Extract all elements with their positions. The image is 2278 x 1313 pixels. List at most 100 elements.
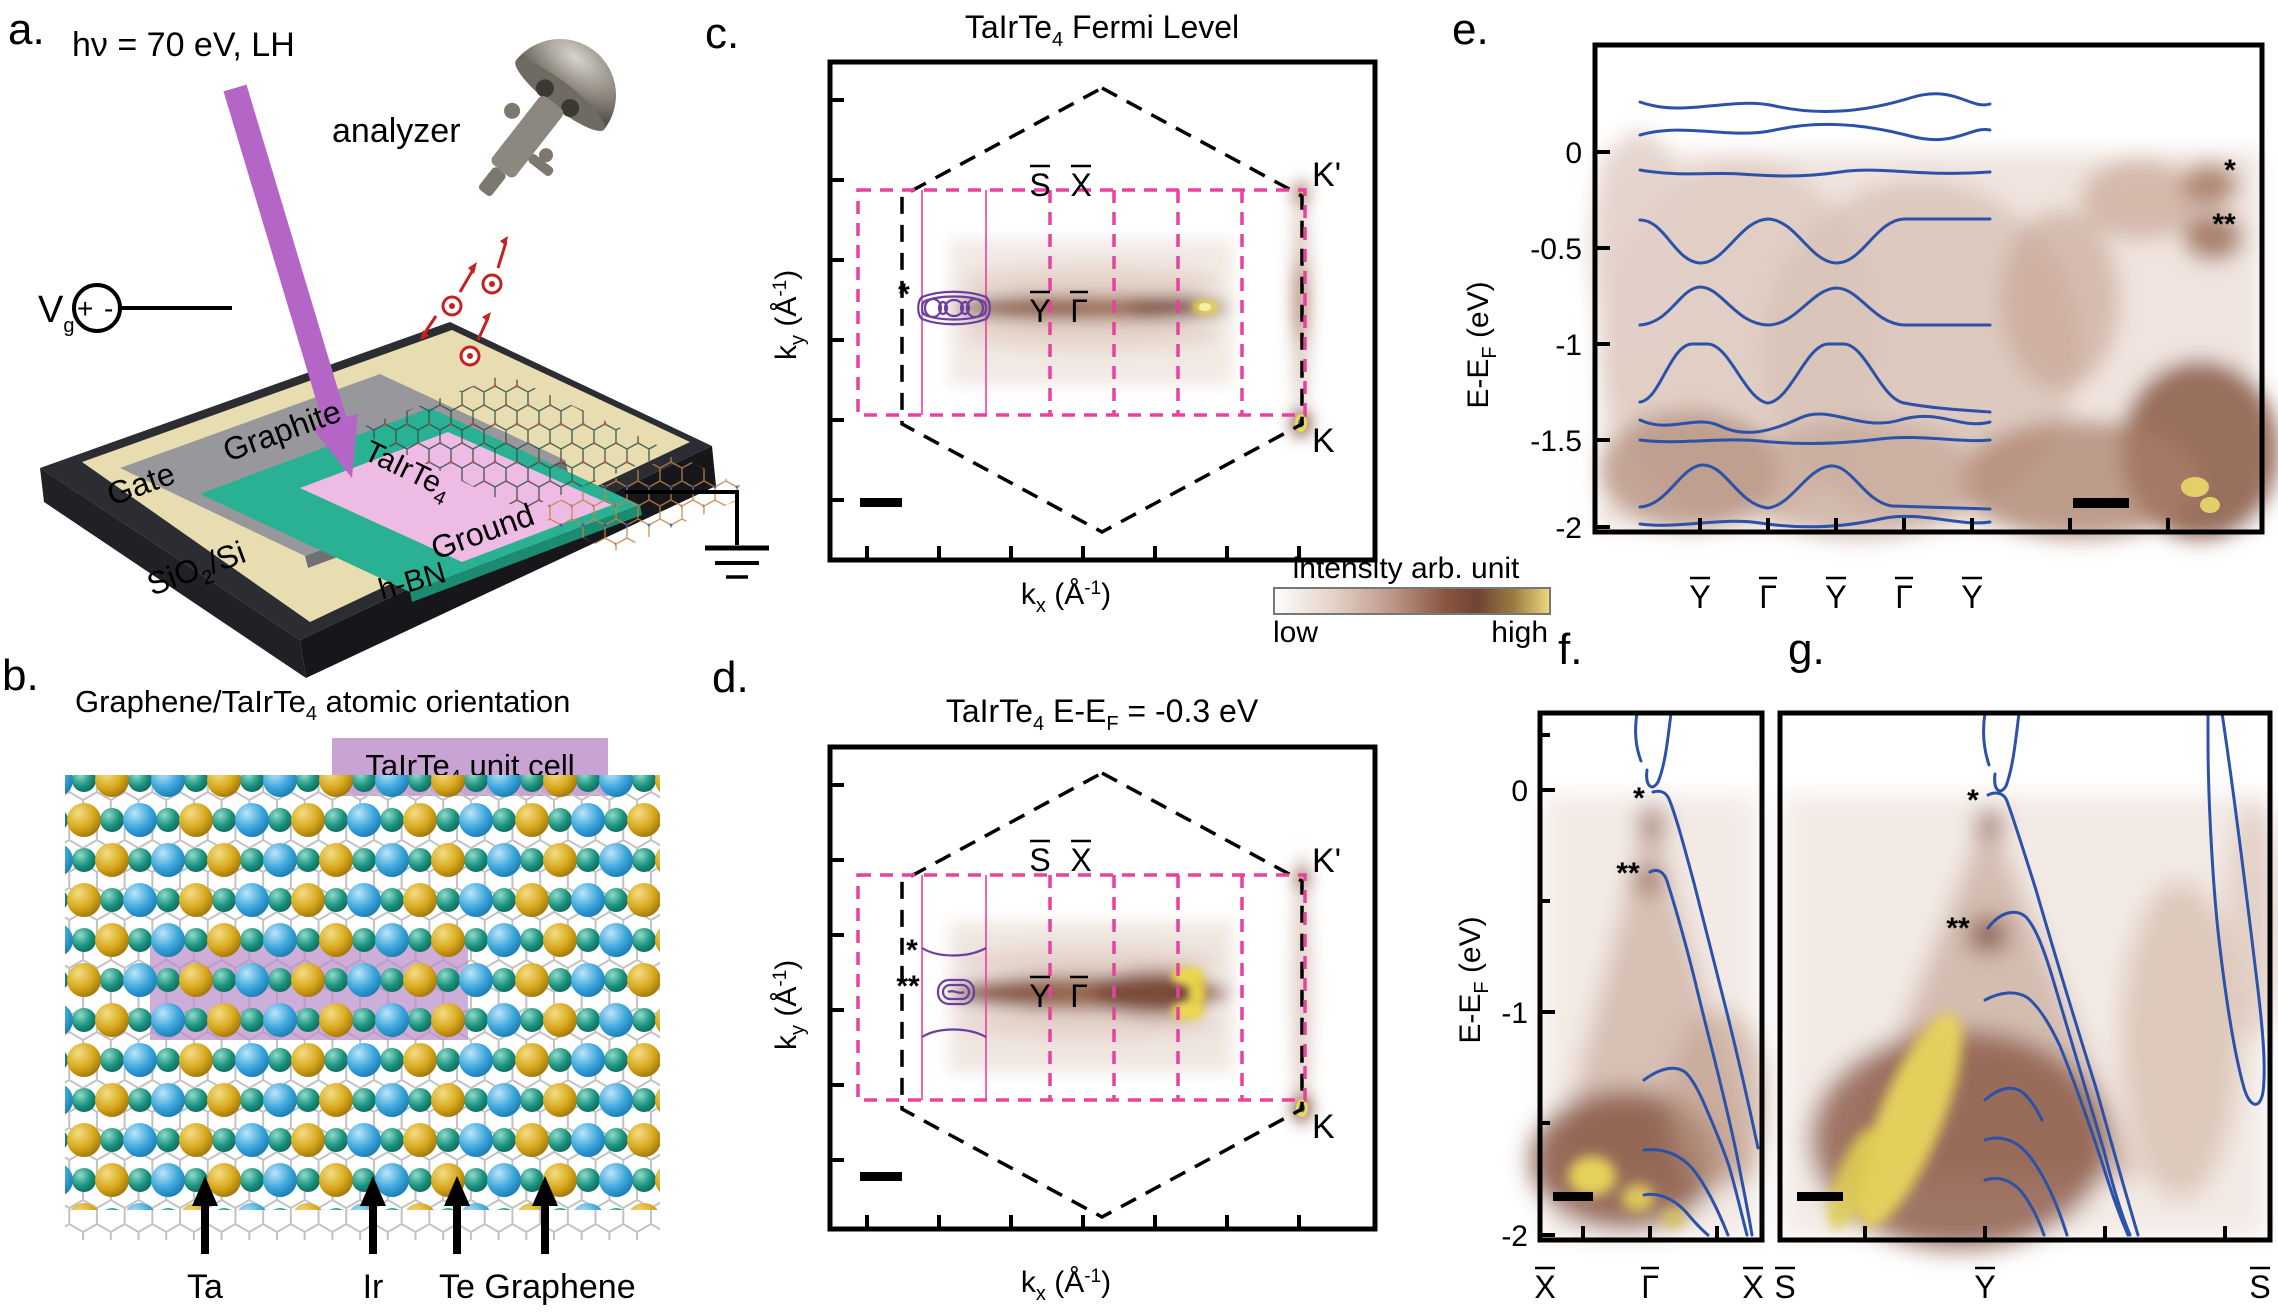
scale-bar: [860, 498, 902, 507]
device-schematic: [40, 322, 756, 678]
ytick-0: 0: [1565, 137, 1582, 170]
momentum-path-labels: X Γ X S Y S: [1534, 1266, 2271, 1305]
ytick-05: -0.5: [1530, 233, 1582, 266]
photon-beam-arrow: [223, 84, 358, 478]
panel-f-label: f.: [1558, 625, 1582, 674]
analyzer-label: analyzer: [332, 112, 461, 150]
atom-pointer-arrows: [192, 1176, 558, 1254]
panel-f-theory-bands: [1634, 711, 1760, 1237]
star-mark: *: [898, 278, 910, 311]
atom-spheres: [65, 775, 660, 1210]
ytick-15: -1.5: [1530, 425, 1582, 458]
ky-axis-label: ky (Å-1): [770, 270, 809, 360]
x-bar-label: X: [1070, 842, 1091, 878]
panel-d-label: d.: [712, 653, 749, 702]
y-bar-label: Y: [1029, 978, 1050, 1014]
ytick-1: -1: [1501, 997, 1528, 1030]
gamma-bar-label: Γ: [1641, 1269, 1659, 1305]
ytick-0: 0: [1511, 775, 1528, 808]
graphene-bz-hexagon: [900, 86, 1304, 534]
axis-ticks: [830, 98, 1301, 560]
panel-b-title: Graphene/TaIrTe4 atomic orientation: [75, 684, 570, 725]
tairte4-bz-grid: [856, 188, 1307, 417]
s-bar-label: S: [1029, 842, 1050, 878]
atom-label-te: Te: [439, 1268, 475, 1306]
scale-bar: [1797, 1192, 1843, 1201]
panel-g-label: g.: [1788, 625, 1825, 674]
panel-g-theory-bands: [1982, 711, 2266, 1237]
atom-label-ir: Ir: [363, 1268, 384, 1306]
scale-bar: [860, 1172, 902, 1181]
atom-label-ta: Ta: [187, 1268, 223, 1306]
axis-ticks: [830, 783, 1301, 1229]
y-bar-label: Y: [1029, 293, 1050, 329]
panel-d-title: TaIrTe4 E-EF = -0.3 eV: [946, 693, 1259, 735]
s-bar-label: S: [1774, 1269, 1795, 1305]
star-mark: *: [2224, 154, 2236, 187]
graphene-mesh-dark: [355, 374, 672, 510]
panel-b-label: b.: [2, 651, 39, 700]
panel-a-label: a.: [8, 5, 45, 54]
kx-axis-label: kx (Å-1): [1021, 578, 1111, 617]
scale-bar: [1553, 1192, 1593, 1201]
tairte4-flake: [300, 432, 612, 562]
kprime-label: K': [1312, 842, 1341, 880]
panel-e-label: e.: [1452, 5, 1489, 54]
bz-labels: S X Y Γ K' K: [1029, 156, 1341, 460]
energy-axis-label: E-EF (eV): [1454, 916, 1493, 1043]
panel-f-band-map: [1530, 795, 1770, 1237]
s-bar-label: S: [1029, 167, 1050, 203]
colorbar-title: intensity arb. unit: [1292, 552, 1520, 585]
panel-d: d. TaIrTe4 E-EF = -0.3 eV: [712, 653, 1378, 1305]
k-label: K: [1312, 1108, 1335, 1146]
panel-c-label: c.: [705, 9, 739, 58]
ytick-2: -2: [1555, 512, 1582, 545]
panels-f-g: f. g. * **: [1454, 625, 2278, 1305]
momentum-path-labels: Y Γ Y Γ Y: [1689, 576, 1983, 615]
s-bar-label: S: [2249, 1269, 2270, 1305]
y-bar-label: Y: [1825, 579, 1846, 615]
atom-label-graphene: Graphene: [484, 1268, 635, 1306]
fermi-pocket-contour: [917, 290, 991, 326]
fermi-surface-map: [950, 181, 1310, 437]
plot-frame: [827, 59, 1378, 563]
graphene-bz-hexagon: [900, 771, 1304, 1219]
plot-frame: [827, 744, 1378, 1232]
plus-sign: +: [77, 293, 93, 324]
crystal-lattice: [65, 775, 660, 1240]
constant-energy-map: [950, 850, 1311, 1130]
colorbar-low-label: low: [1273, 616, 1319, 649]
double-star-mark: **: [2212, 208, 2236, 241]
panel-a: a. hν = 70 eV, LH analyzer G: [8, 5, 769, 678]
band-map: [1590, 130, 2278, 540]
hotspot: [2181, 477, 2209, 497]
ytick-2: -2: [1501, 1220, 1528, 1253]
plot-frame: [1592, 42, 2265, 535]
tairte4-bz-grid: [856, 873, 1307, 1102]
panel-b: b. Graphene/TaIrTe4 atomic orientation T…: [2, 651, 660, 1306]
colorbar-gradient: [1273, 587, 1551, 615]
analyzer-icon: [478, 39, 616, 197]
panel-g-hotspots: [1827, 1012, 1963, 1230]
graphene-mesh-orange: [530, 455, 756, 552]
axis-ticks: [1540, 733, 2227, 1240]
x-bar-label: X: [1742, 1269, 1763, 1305]
k-label: K: [1312, 422, 1335, 460]
beam-energy-label: hν = 70 eV, LH: [72, 26, 295, 64]
energy-axis-label: E-EF (eV): [1462, 281, 1501, 408]
photoelectrons-icon: [420, 236, 508, 367]
panel-c: c. TaIrTe4 Fermi Level: [705, 9, 1378, 617]
gamma-bar-label: Γ: [1895, 579, 1913, 615]
kprime-label: K': [1312, 156, 1341, 194]
gate-voltage-source: + - Vg: [38, 283, 232, 337]
star-mark: *: [906, 934, 918, 967]
x-bar-label: X: [1070, 167, 1091, 203]
panel-g-frame: [1777, 710, 2273, 1243]
kx-axis-label: kx (Å-1): [1021, 1266, 1111, 1305]
vg-label: Vg: [38, 289, 74, 337]
double-star-mark: **: [1946, 912, 1970, 945]
y-bar-label: Y: [1689, 579, 1710, 615]
star-mark: *: [1967, 784, 1979, 817]
minus-sign: -: [104, 293, 113, 324]
